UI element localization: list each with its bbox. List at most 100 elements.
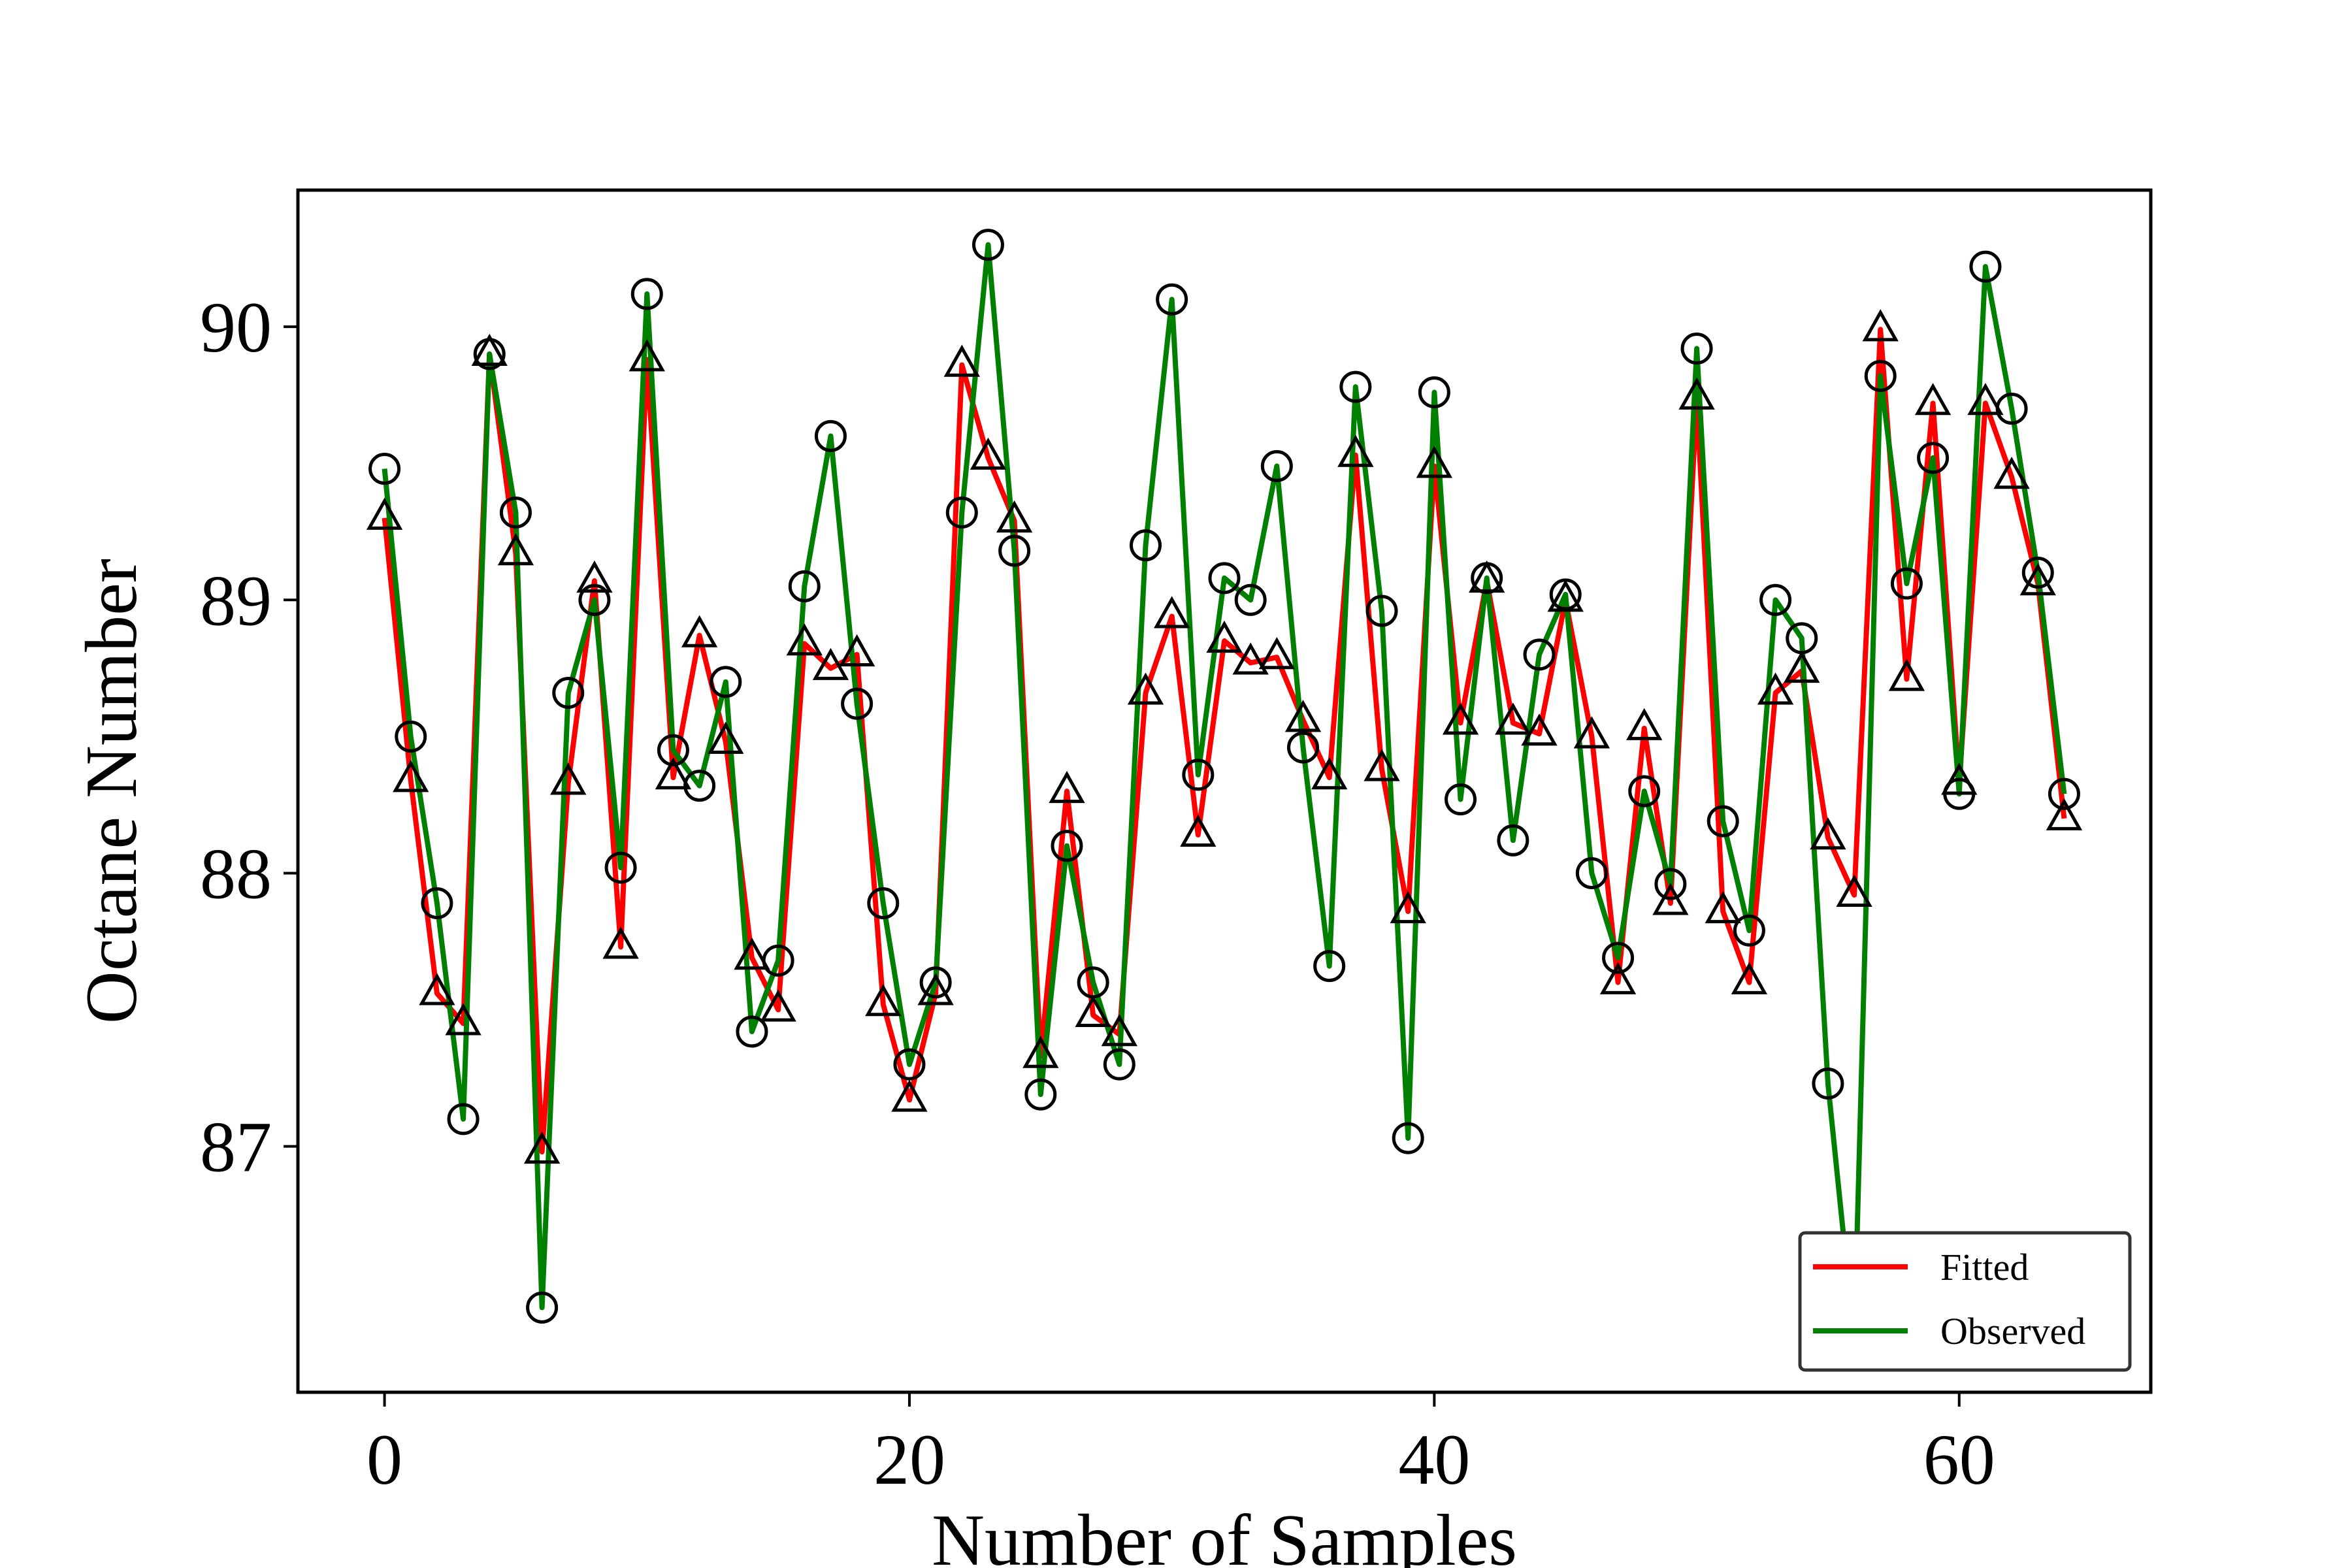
data-point-fitted [865,984,902,1017]
data-point-observed [1129,529,1162,562]
data-point-observed [368,453,401,485]
data-point-observed [1943,777,1976,810]
data-point-observed [657,734,689,766]
data-point-observed [683,770,716,802]
data-point-fitted [393,760,429,792]
data-point-fitted [1337,434,1374,467]
data-point-fitted [1731,962,1768,994]
data-point-observed [1759,583,1792,616]
data-point-observed [604,851,637,884]
series-line-observed [382,242,2067,1343]
x-tick-label: 0 [367,1420,402,1499]
data-point-fitted [970,437,1007,470]
data-point-observed [736,1015,768,1048]
data-point-observed [1418,376,1450,408]
data-point-fitted [1022,1036,1059,1068]
data-point-observed [1864,359,1897,392]
x-tick-label: 20 [874,1420,945,1499]
data-point-observed [1208,562,1241,595]
data-point-fitted [1862,309,1899,342]
data-point-fitted [1810,817,1846,850]
data-point-observed [1917,442,1950,474]
data-point-observed [2048,777,2080,810]
plot-marks [366,229,2083,1357]
data-point-observed [1628,775,1661,808]
data-point-observed [1497,824,1529,857]
data-point-observed [1890,567,1923,600]
data-point-fitted [1049,770,1085,804]
data-point-observed [1339,370,1372,403]
data-point-fitted [1941,762,1978,795]
data-point-fitted [1678,377,1715,410]
data-point-fitted [891,1079,928,1112]
axis-ticks: 0 20 40 60 87 88 89 90 [200,287,1995,1499]
data-point-observed [788,570,821,602]
data-point-fitted [1914,383,1952,416]
data-point-observed [421,887,453,919]
data-point-fitted [1075,994,1111,1028]
data-point-observed [841,687,874,720]
data-point-fitted [655,757,692,790]
data-point-observed [1995,393,2028,425]
data-point-observed [1575,857,1608,889]
data-point-observed [893,1048,926,1081]
data-point-fitted [734,937,770,970]
data-point-fitted [2046,798,2083,830]
legend-label-observed: Observed [1940,1310,2085,1352]
data-point-fitted [681,615,718,647]
data-point-observed [1392,1122,1424,1154]
data-point-observed [447,1103,480,1135]
data-point-fitted [1784,650,1820,683]
legend: Fitted Observed [1798,1231,2132,1372]
data-point-fitted [1442,702,1479,735]
y-tick-label: 88 [200,834,272,913]
data-point-observed [1156,283,1188,316]
data-point-observed [1365,595,1398,627]
data-point-observed [998,534,1031,567]
data-point-fitted [1127,672,1164,705]
data-point-observed [499,496,532,529]
x-tick-label: 60 [1923,1420,1995,1499]
data-point-observed [1707,805,1739,838]
data-point-fitted [812,647,849,680]
data-point-observed [710,666,742,698]
data-point-fitted [576,560,613,593]
data-point-observed [1602,941,1635,974]
plot-area-frame [296,188,2153,1394]
data-point-observed [1024,1078,1057,1111]
data-point-observed [1234,583,1267,616]
data-point-fitted [1888,659,1925,691]
data-point-observed [1549,578,1582,611]
data-point-fitted [1180,814,1217,847]
data-point-fitted [760,989,796,1022]
data-point-observed [1733,914,1765,947]
data-point-fitted [838,634,875,667]
data-point-observed [552,676,585,709]
data-point-fitted [497,533,534,566]
data-point-observed [945,496,978,529]
data-point-observed [1260,449,1293,482]
data-point-fitted [1390,890,1426,924]
data-point-observed [1445,783,1477,816]
data-point-fitted [1232,642,1269,675]
data-point-fitted [1521,713,1558,746]
data-point-observed [1786,622,1818,655]
data-point-fitted [1311,757,1348,790]
data-point-fitted [629,339,665,372]
data-point-observed [762,944,794,977]
data-point-fitted [1573,716,1610,749]
data-point-observed [867,887,900,919]
markers-fitted [366,309,2083,1164]
data-point-observed [1051,830,1083,862]
data-point-observed [919,966,952,999]
data-point-fitted [366,497,403,530]
data-point-fitted [1705,890,1741,924]
data-point-observed [972,229,1004,261]
data-point-fitted [1364,749,1400,781]
data-point-fitted [917,973,954,1005]
data-point-fitted [1495,702,1531,735]
series-observed [382,242,2067,1343]
data-point-fitted [1206,620,1243,653]
data-point-fitted [786,623,823,656]
